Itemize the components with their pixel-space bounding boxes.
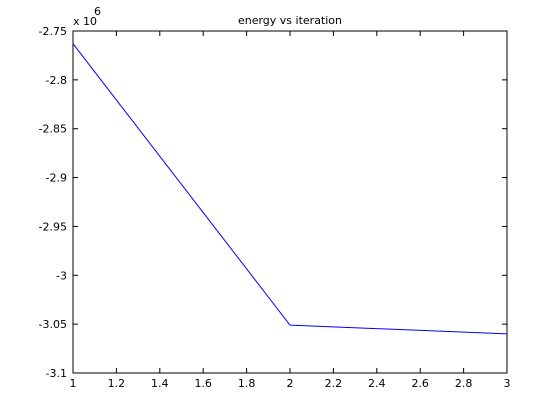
x-tick-label: 1.2	[108, 377, 126, 390]
x-tick-label: 2.2	[325, 377, 343, 390]
y-multiplier-exponent: 6	[94, 5, 101, 18]
y-tick-label: -2.8	[46, 74, 67, 87]
x-tick-label: 1.6	[194, 377, 212, 390]
y-tick-label: -3.05	[39, 318, 67, 331]
x-tick-label: 2.6	[411, 377, 429, 390]
x-tick-label: 2.4	[368, 377, 386, 390]
y-tick-label: -3.1	[46, 367, 67, 380]
series-line	[72, 43, 508, 335]
x-axis-ticks: 1 1.2 1.4 1.6 1.8 2 2.2 2.4 2.6 2.8 3	[70, 31, 511, 390]
x-tick-label: 3	[504, 377, 511, 390]
plot-area	[72, 30, 508, 374]
x-tick-label: 2.8	[455, 377, 473, 390]
x-tick-label: 1.4	[151, 377, 169, 390]
y-tick-label: -3	[56, 269, 67, 282]
y-tick-label: -2.95	[39, 220, 67, 233]
chart-title: energy vs iteration	[238, 14, 342, 27]
y-multiplier-base: x 10	[73, 15, 97, 28]
x-tick-label: 2	[287, 377, 294, 390]
x-tick-label: 1.8	[238, 377, 256, 390]
y-axis-ticks: -2.75 -2.8 -2.85 -2.9 -2.95 -3 -3.05 -3.1	[39, 25, 507, 380]
y-tick-label: -2.9	[46, 172, 67, 185]
x-tick-label: 1	[70, 377, 77, 390]
y-tick-label: -2.75	[39, 25, 67, 38]
y-tick-label: -2.85	[39, 123, 67, 136]
